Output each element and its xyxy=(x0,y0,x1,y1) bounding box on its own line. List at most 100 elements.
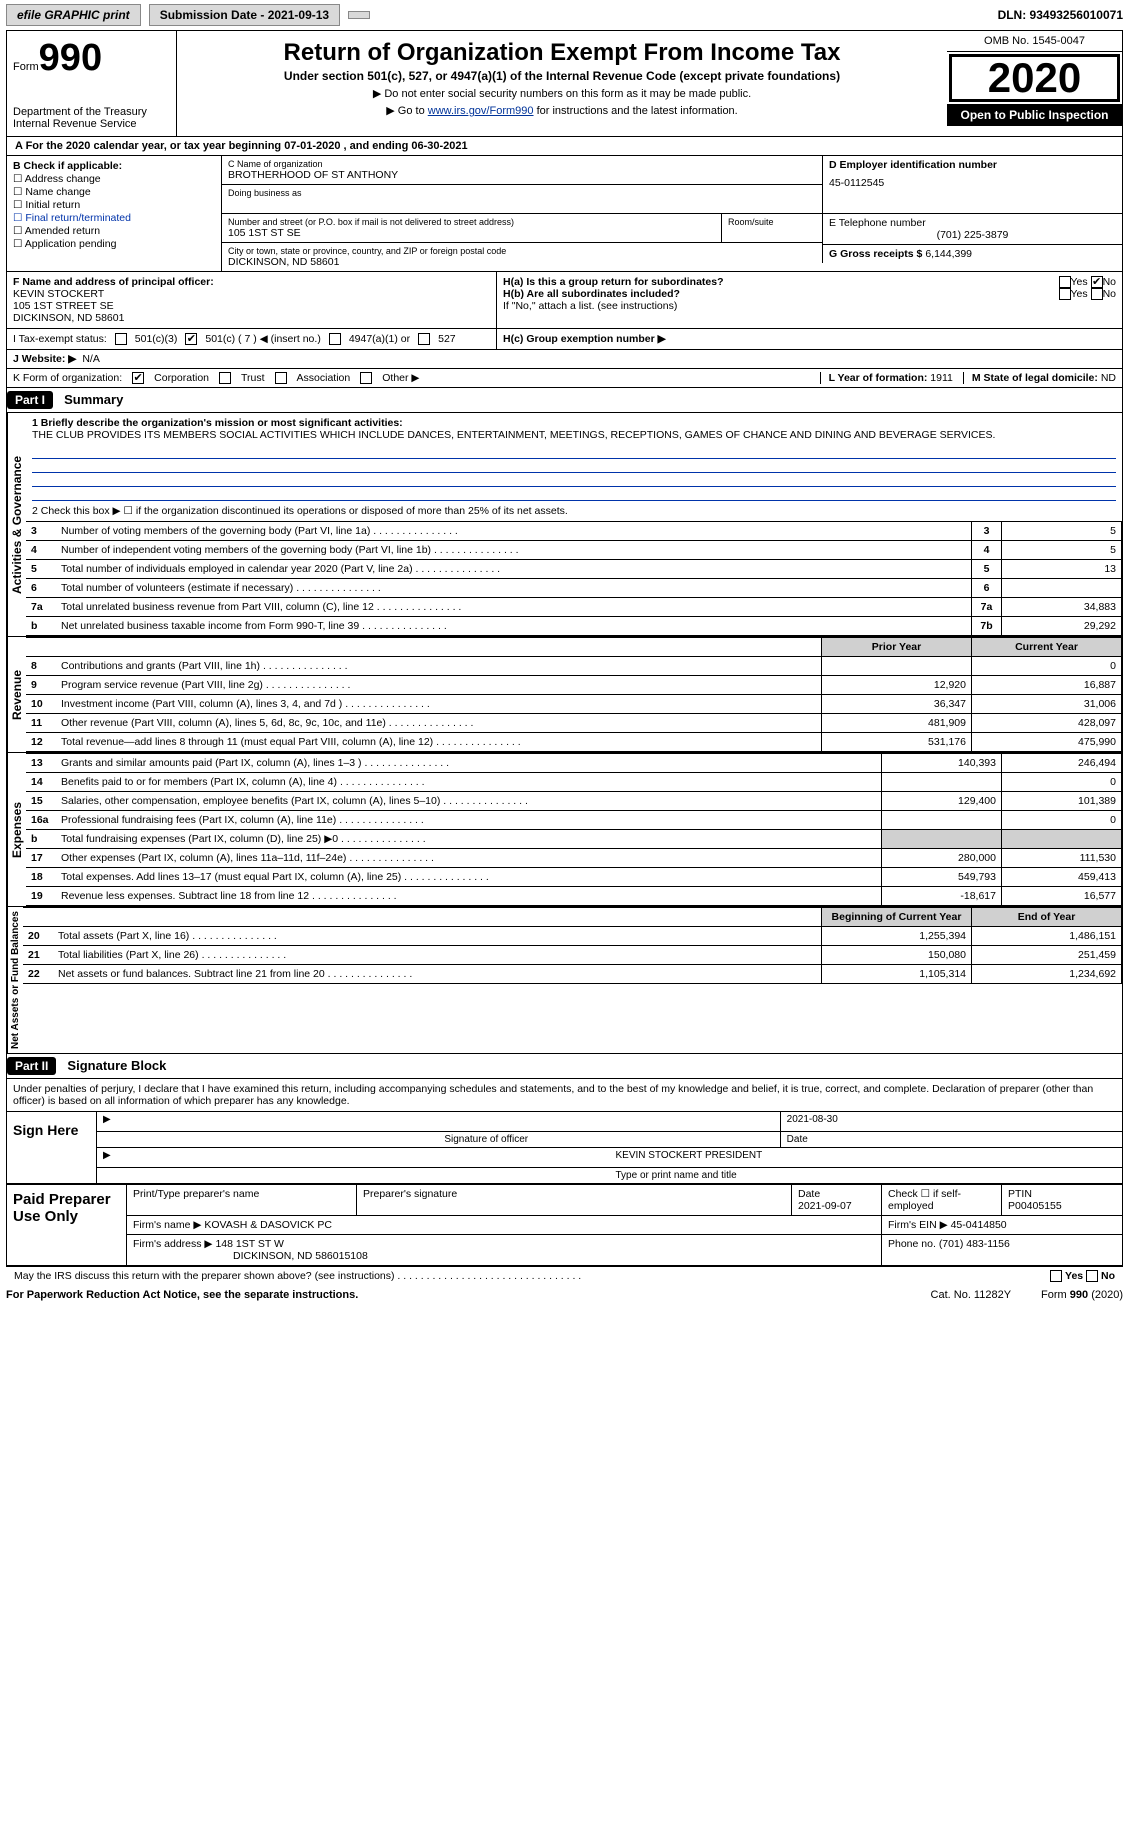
officer-print-name: KEVIN STOCKERT PRESIDENT xyxy=(610,1148,1123,1167)
net-table: Beginning of Current YearEnd of Year20To… xyxy=(23,907,1122,984)
chk-amended[interactable]: ☐ Amended return xyxy=(13,225,215,237)
phone-value: (701) 225-3879 xyxy=(829,229,1116,241)
may-text: May the IRS discuss this return with the… xyxy=(14,1270,581,1282)
name-label: Type or print name and title xyxy=(610,1168,1123,1183)
name-label: C Name of organization xyxy=(228,159,816,169)
firm-city: DICKINSON, ND 586015108 xyxy=(233,1250,368,1262)
k-assoc[interactable] xyxy=(275,372,287,384)
city-label: City or town, state or province, country… xyxy=(228,246,816,256)
paid-preparer-block: Paid Preparer Use Only Print/Type prepar… xyxy=(6,1184,1123,1266)
i-501c3[interactable] xyxy=(115,333,127,345)
note2-post: for instructions and the latest informat… xyxy=(534,105,738,117)
hb-label: H(b) Are all subordinates included? xyxy=(503,288,680,300)
m-label: M State of legal domicile: xyxy=(972,372,1098,384)
form-word: Form xyxy=(13,61,39,73)
penalty-text: Under penalties of perjury, I declare th… xyxy=(7,1079,1122,1111)
sign-here-block: Sign Here ▶ 2021-08-30 Signature of offi… xyxy=(7,1111,1122,1183)
hb-note: If "No," attach a list. (see instruction… xyxy=(503,300,1116,312)
m-value: ND xyxy=(1101,372,1116,384)
sign-here-label: Sign Here xyxy=(7,1112,97,1183)
irs-link[interactable]: www.irs.gov/Form990 xyxy=(428,105,534,117)
ein-value: 45-0112545 xyxy=(829,177,1116,189)
form-number: 990 xyxy=(39,37,102,79)
i-4947[interactable] xyxy=(329,333,341,345)
firm-ein: 45-0414850 xyxy=(951,1219,1007,1231)
chk-address[interactable]: ☐ Address change xyxy=(13,173,215,185)
box-b: B Check if applicable: ☐ Address change … xyxy=(7,156,222,271)
footer-mid: Cat. No. 11282Y xyxy=(931,1289,1012,1301)
i-527[interactable] xyxy=(418,333,430,345)
note-link: ▶ Go to www.irs.gov/Form990 for instruct… xyxy=(187,104,937,117)
may-no[interactable] xyxy=(1086,1270,1098,1282)
dba-label: Doing business as xyxy=(228,188,816,198)
officer-name: KEVIN STOCKERT xyxy=(13,288,490,300)
part2-title: Signature Block xyxy=(67,1058,166,1073)
firm-name: KOVASH & DASOVICK PC xyxy=(204,1219,332,1231)
line2-text: 2 Check this box ▶ ☐ if the organization… xyxy=(26,501,1122,521)
firm-name-label: Firm's name ▶ xyxy=(133,1219,201,1231)
tax-status-label: I Tax-exempt status: xyxy=(13,333,107,345)
officer-label: F Name and address of principal officer: xyxy=(13,276,490,288)
arrow-icon: ▶ xyxy=(97,1112,438,1131)
part2-bar: Part II xyxy=(7,1057,56,1075)
governance-table: 3Number of voting members of the governi… xyxy=(26,521,1122,636)
tax-year: 2020 xyxy=(949,54,1120,102)
may-discuss-line: May the IRS discuss this return with the… xyxy=(6,1266,1123,1285)
k-corp[interactable] xyxy=(132,372,144,384)
ptin-value: P00405155 xyxy=(1008,1200,1062,1212)
k-label: K Form of organization: xyxy=(13,372,122,384)
form-header: Form990 Department of the Treasury Inter… xyxy=(7,31,1122,137)
sig-label: Signature of officer xyxy=(438,1132,779,1147)
form-title: Return of Organization Exempt From Incom… xyxy=(187,39,937,67)
part1-header: Part I Summary xyxy=(7,388,1122,413)
gross-value: 6,144,399 xyxy=(925,248,972,260)
submission-date-button[interactable]: Submission Date - 2021-09-13 xyxy=(149,4,340,26)
website-label: J Website: ▶ xyxy=(13,353,76,365)
revenue-table: Prior YearCurrent Year8Contributions and… xyxy=(26,637,1122,752)
k-other[interactable] xyxy=(360,372,372,384)
section-a: B Check if applicable: ☐ Address change … xyxy=(7,156,1122,272)
paid-label: Paid Preparer Use Only xyxy=(7,1185,127,1265)
officer-addr1: 105 1ST STREET SE xyxy=(13,300,490,312)
omb-number: OMB No. 1545-0047 xyxy=(947,31,1122,52)
chk-final[interactable]: ☐ Final return/terminated xyxy=(13,212,215,224)
box-b-label: B Check if applicable: xyxy=(13,160,215,172)
dln-label: DLN: 93493256010071 xyxy=(998,8,1123,22)
klm-line: K Form of organization: Corporation Trus… xyxy=(7,369,1122,388)
expenses-table: 13Grants and similar amounts paid (Part … xyxy=(26,753,1122,906)
firm-ein-label: Firm's EIN ▶ xyxy=(888,1219,948,1231)
prep-date-label: Date xyxy=(798,1188,820,1200)
ha-no[interactable] xyxy=(1091,276,1103,288)
prep-sig-label: Preparer's signature xyxy=(357,1185,792,1215)
revenue-section: Revenue Prior YearCurrent Year8Contribut… xyxy=(7,636,1122,752)
expenses-section: Expenses 13Grants and similar amounts pa… xyxy=(7,752,1122,906)
form-subtitle: Under section 501(c), 527, or 4947(a)(1)… xyxy=(187,69,937,83)
netassets-section: Net Assets or Fund Balances Beginning of… xyxy=(7,906,1122,1053)
chk-name[interactable]: ☐ Name change xyxy=(13,186,215,198)
chk-pending[interactable]: ☐ Application pending xyxy=(13,238,215,250)
prep-date: 2021-09-07 xyxy=(798,1200,852,1212)
org-name: BROTHERHOOD OF ST ANTHONY xyxy=(228,169,816,181)
i-501c[interactable] xyxy=(185,333,197,345)
may-yes[interactable] xyxy=(1050,1270,1062,1282)
footer: For Paperwork Reduction Act Notice, see … xyxy=(0,1285,1129,1305)
officer-addr2: DICKINSON, ND 58601 xyxy=(13,312,490,324)
hb-no[interactable] xyxy=(1091,288,1103,300)
note2-pre: ▶ Go to xyxy=(386,105,427,117)
hb-yes[interactable] xyxy=(1059,288,1071,300)
part1-bar: Part I xyxy=(7,391,53,409)
k-trust[interactable] xyxy=(219,372,231,384)
self-employed[interactable]: Check ☐ if self-employed xyxy=(882,1185,1002,1215)
addr-label: Number and street (or P.O. box if mail i… xyxy=(228,217,715,227)
ein-label: D Employer identification number xyxy=(829,159,1116,171)
efile-graphic-button[interactable]: efile GRAPHIC print xyxy=(6,4,141,26)
firm-addr: 148 1ST ST W xyxy=(215,1238,283,1250)
open-inspection: Open to Public Inspection xyxy=(947,104,1122,126)
l-value: 1911 xyxy=(930,372,953,384)
note-ssn: ▶ Do not enter social security numbers o… xyxy=(187,87,937,100)
firm-phone: (701) 483-1156 xyxy=(939,1238,1010,1250)
blueline xyxy=(32,445,1116,459)
ha-yes[interactable] xyxy=(1059,276,1071,288)
chk-initial[interactable]: ☐ Initial return xyxy=(13,199,215,211)
right-column: D Employer identification number 45-0112… xyxy=(822,156,1122,271)
